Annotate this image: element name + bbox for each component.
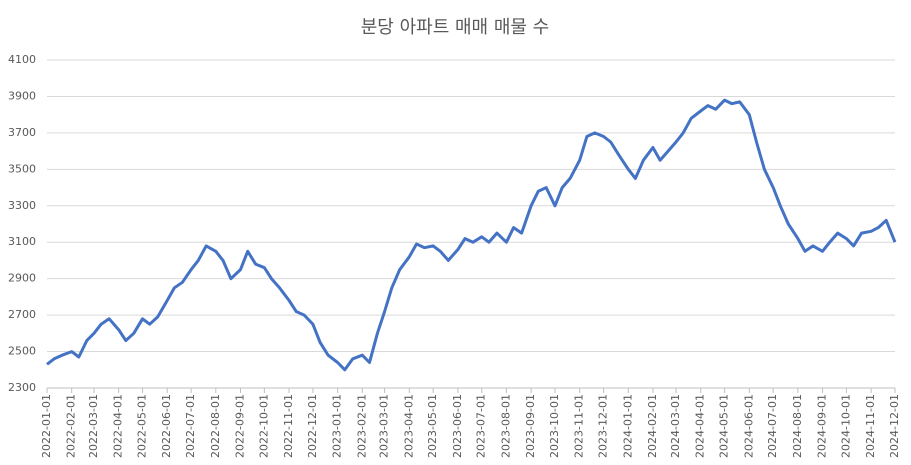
x-tick-label: 2023-12-01 <box>597 394 610 458</box>
x-tick-label: 2022-08-01 <box>209 394 222 458</box>
x-tick-label: 2024-08-01 <box>791 394 804 458</box>
x-tick-label: 2024-07-01 <box>766 394 779 458</box>
x-tick-label: 2024-01-01 <box>621 394 634 458</box>
y-tick-label: 3500 <box>8 162 36 175</box>
x-tick-label: 2024-05-01 <box>718 394 731 458</box>
y-tick-label: 2900 <box>8 272 36 285</box>
x-tick-label: 2023-05-01 <box>426 394 439 458</box>
y-tick-label: 2500 <box>8 345 36 358</box>
x-tick-label: 2023-04-01 <box>402 394 415 458</box>
x-tick-label: 2023-02-01 <box>355 394 368 458</box>
y-tick-label: 3700 <box>8 126 36 139</box>
y-tick-label: 4100 <box>8 53 36 66</box>
x-tick-label: 2023-07-01 <box>475 394 488 458</box>
x-tick-label: 2022-10-01 <box>257 394 270 458</box>
x-tick-label: 2023-10-01 <box>548 394 561 458</box>
x-tick-label: 2024-10-01 <box>839 394 852 458</box>
x-tick-label: 2022-05-01 <box>136 394 149 458</box>
x-tick-label: 2024-03-01 <box>669 394 682 458</box>
x-tick-label: 2022-01-01 <box>40 394 53 458</box>
x-tick-label: 2024-09-01 <box>816 394 829 458</box>
x-tick-label: 2024-11-01 <box>864 394 877 458</box>
x-tick-label: 2024-06-01 <box>742 394 755 458</box>
y-tick-label: 2700 <box>8 308 36 321</box>
x-tick-label: 2022-06-01 <box>160 394 173 458</box>
y-tick-label: 2300 <box>8 381 36 394</box>
x-tick-label: 2022-03-01 <box>87 394 100 458</box>
x-tick-label: 2023-11-01 <box>573 394 586 458</box>
x-tick-label: 2022-12-01 <box>306 394 319 458</box>
x-tick-label: 2023-06-01 <box>451 394 464 458</box>
x-tick-label: 2023-09-01 <box>524 394 537 458</box>
x-tick-label: 2024-04-01 <box>694 394 707 458</box>
x-tick-label: 2024-12-01 <box>888 394 901 458</box>
x-tick-label: 2022-02-01 <box>65 394 78 458</box>
x-tick-label: 2024-02-01 <box>646 394 659 458</box>
x-tick-label: 2022-09-01 <box>233 394 246 458</box>
x-tick-label: 2023-01-01 <box>331 394 344 458</box>
x-tick-label: 2022-04-01 <box>112 394 125 458</box>
x-tick-label: 2022-11-01 <box>282 394 295 458</box>
y-tick-label: 3100 <box>8 235 36 248</box>
chart-title: 분당 아파트 매매 매물 수 <box>361 17 550 38</box>
data-line <box>46 98 897 372</box>
x-tick-label: 2023-08-01 <box>499 394 512 458</box>
y-tick-label: 3900 <box>8 89 36 102</box>
y-tick-label: 3300 <box>8 199 36 212</box>
x-tick-label: 2022-07-01 <box>184 394 197 458</box>
x-tick-label: 2023-03-01 <box>378 394 391 458</box>
